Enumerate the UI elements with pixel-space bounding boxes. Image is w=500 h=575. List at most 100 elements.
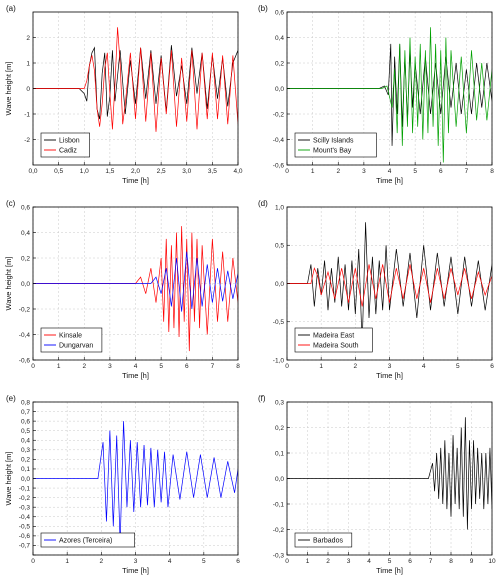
- y-tick-label: -0,7: [19, 543, 31, 550]
- y-tick-label: -0,5: [273, 319, 285, 326]
- x-tick-label: 1: [311, 168, 315, 175]
- x-axis-label: Time [h]: [122, 371, 149, 380]
- y-tick-label: 0,0: [275, 281, 284, 288]
- legend-label: Kinsale: [59, 332, 82, 339]
- y-tick-label: -0,5: [19, 524, 31, 531]
- x-tick-label: 3: [134, 558, 138, 565]
- y-tick-label: 0,5: [21, 428, 30, 435]
- x-tick-label: 6: [439, 168, 443, 175]
- legend-box: [294, 532, 353, 548]
- y-tick-label: -0,2: [19, 495, 31, 502]
- x-axis-label: Time [h]: [376, 371, 403, 380]
- x-tick-label: 8: [236, 363, 240, 370]
- y-tick-label: 1: [26, 60, 30, 67]
- x-tick-label: 5: [413, 168, 417, 175]
- x-tick-label: 0: [31, 558, 35, 565]
- legend: Lisbon Cadiz: [40, 132, 90, 158]
- x-tick-label: 0: [285, 168, 289, 175]
- x-tick-label: 9: [470, 558, 474, 565]
- y-tick-label: 0,4: [21, 438, 30, 445]
- x-tick-label: 6: [185, 363, 189, 370]
- x-axis-label: Time [h]: [376, 566, 403, 575]
- x-tick-label: 6: [236, 558, 240, 565]
- x-tick-label: 3,5: [208, 168, 217, 175]
- chart-panel: (a) 0,0 0,5 1,0 1,5 2,0 2,5 3,0 3,5 4,0 -2 -1 0 1 2 Tim…: [4, 4, 243, 185]
- y-tick-label: 0,0: [275, 86, 284, 93]
- series-line: [33, 421, 238, 544]
- y-tick-label: 0: [26, 86, 30, 93]
- y-tick-label: 0,5: [275, 243, 284, 250]
- y-tick-label: -0,6: [273, 162, 285, 169]
- x-tick-label: 5: [159, 363, 163, 370]
- y-tick-label: 0,1: [21, 466, 30, 473]
- x-tick-label: 6: [490, 363, 494, 370]
- x-tick-label: 7: [429, 558, 433, 565]
- series-line: [33, 27, 238, 132]
- y-tick-label: 0,0: [21, 281, 30, 288]
- y-tick-label: 0,2: [21, 255, 30, 262]
- y-tick-label: 0,6: [21, 418, 30, 425]
- chart-panel: (e) 0 1 2 3 4 5 6 -0,7 -0,6 -0,5 -0,4 -0,3 -0,2 -0,1 0,…: [4, 394, 240, 575]
- legend-box: [294, 132, 377, 158]
- y-tick-label: 1,0: [275, 204, 284, 211]
- x-tick-label: 4: [168, 558, 172, 565]
- series-line: [287, 417, 492, 530]
- x-tick-label: 0: [285, 363, 289, 370]
- x-axis-label: Time [h]: [122, 176, 149, 185]
- legend-label: Barbados: [313, 537, 343, 544]
- x-tick-label: 1: [306, 558, 310, 565]
- y-tick-label: 0,7: [21, 409, 30, 416]
- chart-panel: (c) 0 1 2 3 4 5 6 7 8 -0,6 -0,4 -0,2 0,0 0,2 0,4 0,6 Time…: [4, 199, 240, 380]
- y-tick-label: 2: [26, 35, 30, 42]
- series-line: [287, 43, 492, 146]
- x-tick-label: 8: [490, 168, 494, 175]
- legend-label: Mount's Bay: [313, 147, 352, 154]
- y-tick-label: -0,6: [19, 533, 31, 540]
- x-tick-label: 3,0: [182, 168, 191, 175]
- y-tick-label: 0,1: [275, 450, 284, 457]
- x-tick-label: 3: [347, 558, 351, 565]
- x-tick-label: 2,5: [157, 168, 166, 175]
- y-tick-label: 0,4: [21, 230, 30, 237]
- panel-label: (c): [6, 199, 16, 208]
- y-tick-label: -0,2: [19, 306, 31, 313]
- y-axis-label: Wave height [m]: [4, 62, 13, 116]
- x-tick-label: 4: [367, 558, 371, 565]
- y-tick-label: 0,6: [275, 9, 284, 16]
- legend: Barbados: [294, 532, 353, 548]
- y-tick-label: 0,2: [275, 425, 284, 432]
- x-tick-label: 5: [388, 558, 392, 565]
- y-tick-label: 0,8: [21, 399, 30, 406]
- legend-label: Lisbon: [59, 137, 80, 144]
- x-tick-label: 1,5: [105, 168, 114, 175]
- series-line: [287, 27, 492, 163]
- x-axis-label: Time [h]: [376, 176, 403, 185]
- x-tick-label: 4,0: [233, 168, 242, 175]
- y-tick-label: -0,4: [19, 332, 31, 339]
- y-tick-label: -0,1: [19, 485, 31, 492]
- y-tick-label: 0,4: [275, 35, 284, 42]
- x-tick-label: 4: [388, 168, 392, 175]
- x-tick-label: 6: [408, 558, 412, 565]
- legend-box: [40, 327, 103, 353]
- legend-label: Madeira South: [313, 342, 359, 349]
- x-tick-label: 1: [65, 558, 69, 565]
- x-tick-label: 1,0: [80, 168, 89, 175]
- x-tick-label: 2: [100, 558, 104, 565]
- chart-panel: (d) 0 1 2 3 4 5 6 -1,0 -0,5 0,0 0,5 1,0 Time [h] Madei…: [258, 199, 494, 380]
- x-tick-label: 0: [285, 558, 289, 565]
- x-tick-label: 7: [465, 168, 469, 175]
- y-tick-label: 0,6: [21, 204, 30, 211]
- x-tick-label: 8: [449, 558, 453, 565]
- legend-label: Scilly Islands: [313, 137, 354, 144]
- legend-label: Dungarvan: [59, 342, 93, 349]
- y-tick-label: 0,3: [275, 399, 284, 406]
- chart-panel: (b) 0 1 2 3 4 5 6 7 8 -0,6 -0,4 -0,2 0,0 0,2 0,4 0,6 Time…: [258, 4, 494, 185]
- x-tick-label: 0,5: [54, 168, 63, 175]
- y-axis-label: Wave height [m]: [4, 257, 13, 311]
- x-tick-label: 2: [326, 558, 330, 565]
- y-tick-label: -0,3: [19, 504, 31, 511]
- y-tick-label: -2: [24, 137, 30, 144]
- x-tick-label: 1: [319, 363, 323, 370]
- y-tick-label: -0,6: [19, 357, 31, 364]
